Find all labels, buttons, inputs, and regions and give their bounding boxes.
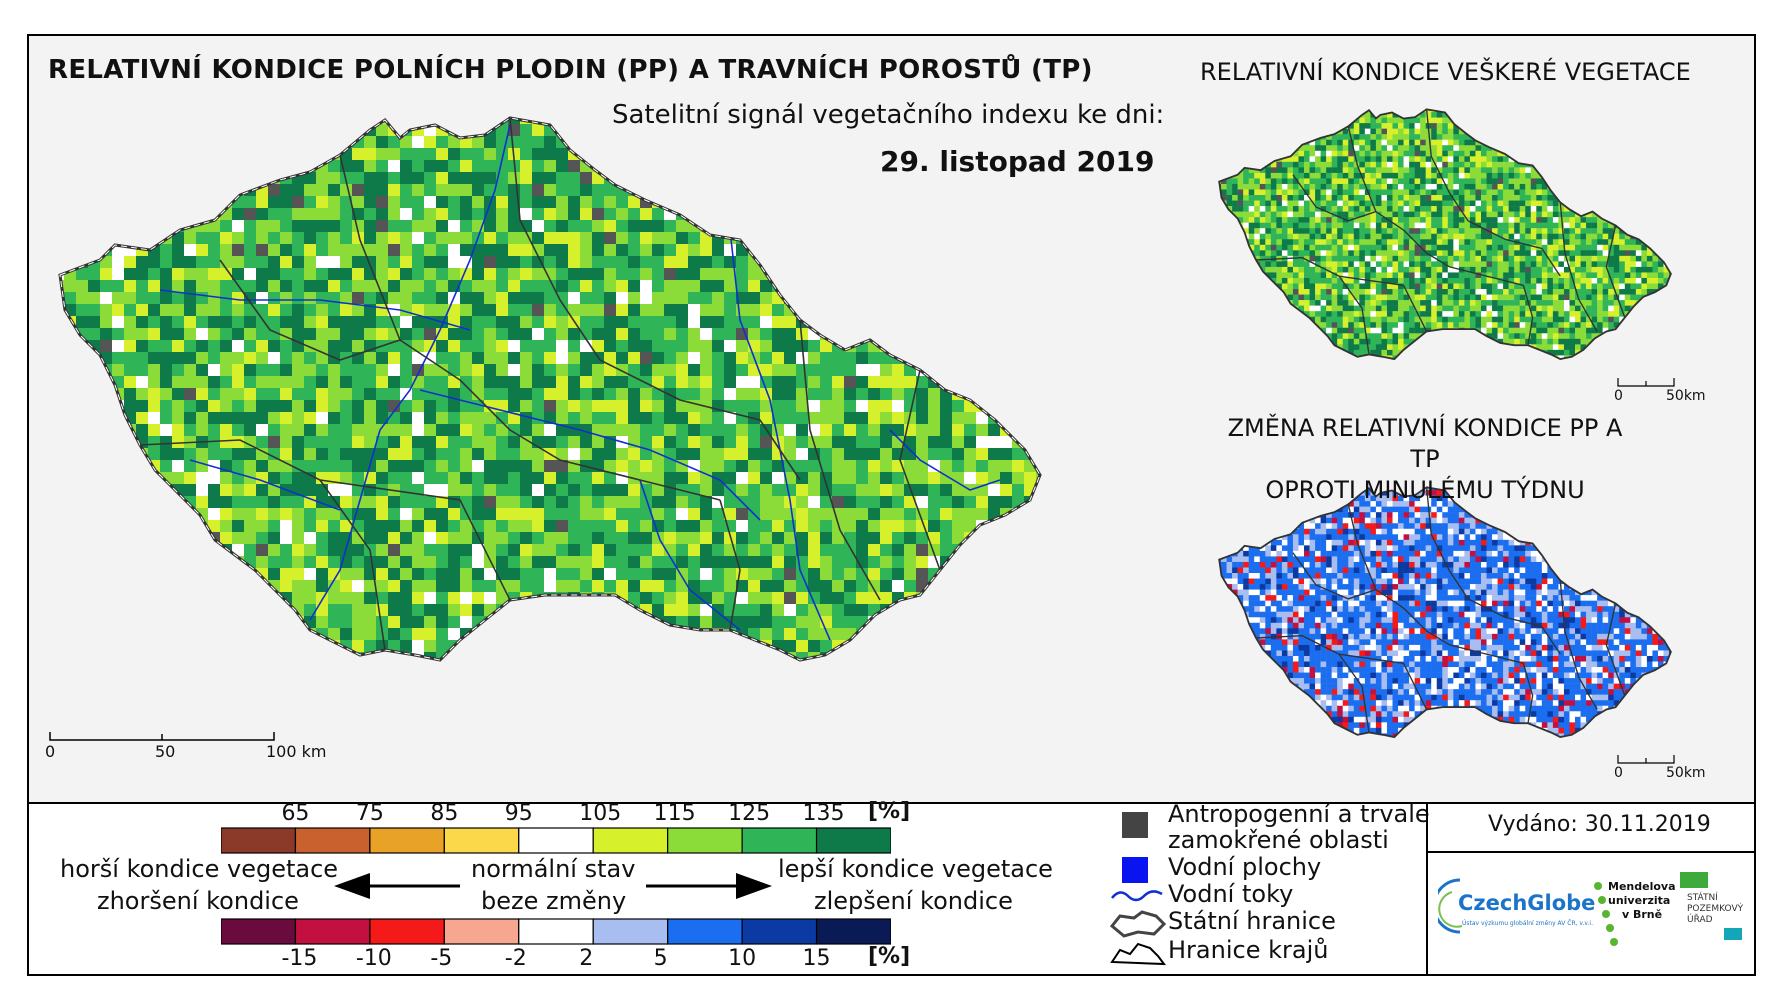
colorbar-swatch	[518, 827, 594, 854]
colorbar-tick-label: -15	[281, 946, 318, 971]
colorbar-tick-label: 105	[579, 801, 622, 826]
colorbar-swatch	[221, 918, 297, 945]
colorbar-tick-label: 85	[430, 801, 459, 826]
normal-state-label: normální stav	[471, 855, 636, 883]
colorbar-swatch	[741, 827, 818, 854]
watercourses-label: Vodní toky	[1168, 880, 1294, 908]
colorbar-tick-label: 95	[504, 801, 533, 826]
colorbar-swatch	[667, 827, 743, 854]
colorbar-tick-label: 5	[653, 946, 668, 971]
colorbar-swatch	[443, 918, 520, 945]
mendelu-line-3: v Brně	[1622, 908, 1663, 921]
state-border-label: Státní hranice	[1168, 907, 1336, 935]
mendelu-logo-text: Mendelova univerzita v Brně	[1608, 880, 1676, 922]
better-condition-label: lepší kondice vegetace	[778, 855, 1053, 883]
colorbar-swatch	[815, 827, 891, 854]
water-bodies-label: Vodní plochy	[1168, 853, 1322, 881]
main-title: RELATIVNÍ KONDICE POLNÍCH PLODIN (PP) A …	[48, 55, 1093, 85]
subtitle: Satelitní signál vegetačního indexu ke d…	[612, 100, 1165, 130]
change-colorbar	[221, 918, 891, 945]
veg-scalebar-0: 0	[1614, 388, 1623, 404]
colorbar-swatch	[294, 918, 371, 945]
czechglobe-logo	[1438, 878, 1463, 934]
main-condition-map	[58, 116, 1042, 662]
spu-line-1: STÁTNÍ	[1687, 893, 1718, 903]
colorbar-swatch	[443, 827, 520, 854]
anthropogenic-swatch	[1122, 812, 1148, 838]
mendelu-logo	[1594, 882, 1618, 946]
change-title-line1: ZMĚNA RELATIVNÍ KONDICE PP A TP	[1227, 414, 1623, 473]
worse-change-label: zhoršení kondice	[97, 887, 299, 915]
colorbar-tick-label: 10	[728, 946, 757, 971]
colorbar-swatch	[518, 918, 594, 945]
watercourse-icon	[1111, 890, 1163, 902]
scalebar-label-100: 100 km	[266, 742, 327, 761]
spu-line-2: POZEMKOVÝ	[1687, 904, 1744, 914]
colorbar-swatch	[815, 918, 891, 945]
colorbar-tick-label: 2	[579, 946, 594, 971]
vegetation-title: RELATIVNÍ KONDICE VEŠKERÉ VEGETACE	[1200, 58, 1691, 86]
colorbar-tick-label: -2	[504, 946, 527, 971]
main-scalebar	[49, 732, 275, 741]
spu-logo	[1680, 872, 1742, 940]
colorbar-tick-label: 135	[802, 801, 845, 826]
colorbar-swatch	[741, 918, 818, 945]
colorbar-tick-label: 65	[281, 801, 310, 826]
change-title-line2: OPROTI MINULÉMU TÝDNU	[1265, 476, 1585, 504]
change-scalebar-50: 50km	[1666, 765, 1706, 781]
anthropogenic-label-2: zamokřené oblasti	[1168, 826, 1389, 854]
czechglobe-logo-sub: Ústav výzkumu globální změny AV ČR, v.v.…	[1462, 920, 1593, 927]
czechglobe-logo-text: CzechGlobe	[1458, 891, 1596, 915]
colorbar-tick-label: -10	[355, 946, 392, 971]
better-change-label: zlepšení kondice	[814, 887, 1013, 915]
change-scalebar	[1617, 755, 1675, 764]
worse-arrow-icon	[334, 873, 460, 899]
change-scalebar-0: 0	[1614, 765, 1623, 781]
colorbar-swatch	[592, 827, 669, 854]
colorbar-tick-label: 125	[728, 801, 771, 826]
colorbar-swatch	[221, 827, 297, 854]
mendelu-line-1: Mendelova	[1608, 880, 1676, 893]
no-change-label: beze změny	[481, 887, 627, 915]
change-map	[1218, 486, 1672, 739]
issued-date: Vydáno: 30.11.2019	[1488, 812, 1711, 837]
colorbar-swatch	[294, 827, 371, 854]
region-border-label: Hranice krajů	[1168, 936, 1329, 964]
change-unit: [%]	[868, 944, 911, 969]
colorbar-tick-label: -5	[430, 946, 453, 971]
colorbar-tick-label: 115	[653, 801, 696, 826]
better-arrow-icon	[646, 873, 772, 899]
scalebar-label-50: 50	[155, 742, 176, 761]
vegetation-map	[1218, 108, 1672, 361]
colorbar-swatch	[592, 918, 669, 945]
colorbar-swatch	[667, 918, 743, 945]
mendelu-line-2: univerzita	[1608, 894, 1671, 907]
anthropogenic-label-1: Antropogenní a trvale	[1168, 800, 1430, 828]
colorbar-swatch	[369, 827, 445, 854]
condition-unit: [%]	[868, 799, 911, 824]
scalebar-label-0: 0	[45, 742, 56, 761]
colorbar-tick-label: 75	[355, 801, 384, 826]
map-date: 29. listopad 2019	[880, 145, 1155, 178]
condition-colorbar	[221, 827, 891, 854]
veg-scalebar-50: 50km	[1666, 388, 1706, 404]
colorbar-swatch	[369, 918, 445, 945]
worse-condition-label: horší kondice vegetace	[60, 855, 339, 883]
region-border-icon	[1110, 942, 1167, 966]
change-title: ZMĚNA RELATIVNÍ KONDICE PP A TP OPROTI M…	[1210, 413, 1640, 506]
spu-line-3: ÚŘAD	[1687, 915, 1713, 925]
water-body-swatch	[1122, 857, 1148, 883]
spu-logo-text: STÁTNÍ POZEMKOVÝ ÚŘAD	[1687, 893, 1743, 926]
state-border-icon	[1109, 910, 1167, 938]
colorbar-tick-label: 15	[802, 946, 831, 971]
veg-scalebar	[1617, 378, 1675, 387]
